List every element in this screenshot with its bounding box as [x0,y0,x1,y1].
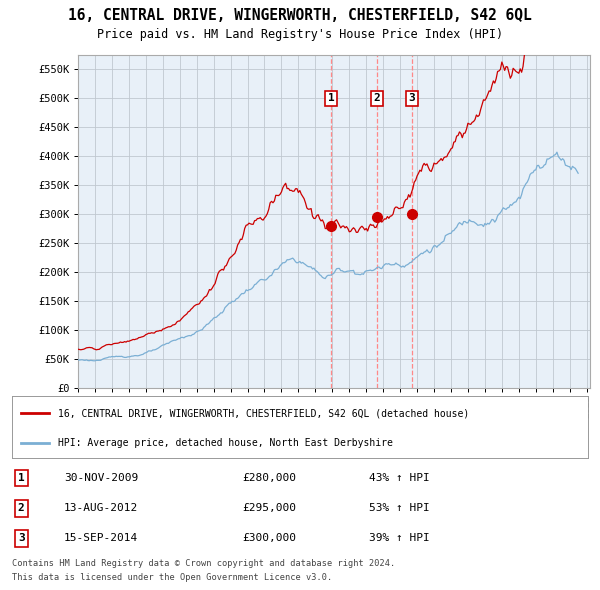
Text: 39% ↑ HPI: 39% ↑ HPI [369,533,430,543]
Text: This data is licensed under the Open Government Licence v3.0.: This data is licensed under the Open Gov… [12,573,332,582]
Text: £300,000: £300,000 [242,533,296,543]
Text: 2: 2 [373,93,380,103]
Text: 16, CENTRAL DRIVE, WINGERWORTH, CHESTERFIELD, S42 6QL (detached house): 16, CENTRAL DRIVE, WINGERWORTH, CHESTERF… [58,408,469,418]
Text: Price paid vs. HM Land Registry's House Price Index (HPI): Price paid vs. HM Land Registry's House … [97,28,503,41]
Text: 1: 1 [328,93,334,103]
Text: 30-NOV-2009: 30-NOV-2009 [64,473,138,483]
Text: 16, CENTRAL DRIVE, WINGERWORTH, CHESTERFIELD, S42 6QL: 16, CENTRAL DRIVE, WINGERWORTH, CHESTERF… [68,8,532,23]
Text: 43% ↑ HPI: 43% ↑ HPI [369,473,430,483]
Text: £295,000: £295,000 [242,503,296,513]
Text: 53% ↑ HPI: 53% ↑ HPI [369,503,430,513]
Text: 15-SEP-2014: 15-SEP-2014 [64,533,138,543]
Text: 1: 1 [18,473,25,483]
Text: 13-AUG-2012: 13-AUG-2012 [64,503,138,513]
Text: 3: 3 [409,93,415,103]
Text: £280,000: £280,000 [242,473,296,483]
Text: Contains HM Land Registry data © Crown copyright and database right 2024.: Contains HM Land Registry data © Crown c… [12,559,395,568]
Text: HPI: Average price, detached house, North East Derbyshire: HPI: Average price, detached house, Nort… [58,438,393,447]
Text: 2: 2 [18,503,25,513]
Text: 3: 3 [18,533,25,543]
